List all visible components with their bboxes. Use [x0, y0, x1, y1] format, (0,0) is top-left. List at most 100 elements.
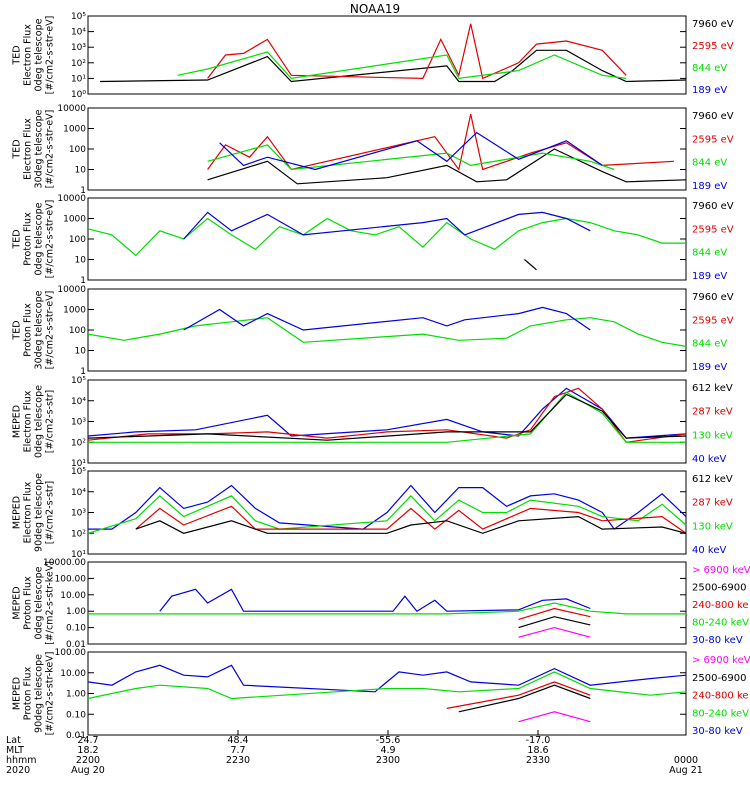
y-tick-label: 10²: [71, 529, 86, 539]
legend-entry: 189 eV: [692, 271, 727, 282]
y-tick-label: 100: [69, 326, 86, 336]
y-label-line: Proton Flux: [23, 576, 34, 630]
legend-entry: 7960 eV: [692, 201, 734, 212]
y-tick-label: 10.00: [60, 669, 86, 679]
series-green: [87, 317, 687, 347]
legend-entry: > 6900 keV: [692, 565, 750, 576]
legend-entry: 2595 eV: [692, 315, 734, 326]
y-tick-label: 10³: [71, 418, 86, 428]
y-tick-label: 100: [69, 145, 86, 155]
y-axis-label: TEDProton Flux30deg telescope[#/cm2-s-st…: [12, 290, 56, 369]
y-tick-label: 10³: [71, 43, 86, 53]
y-label-line: [#/cm2-s-str-eV]: [45, 110, 56, 189]
series-green: [87, 671, 687, 700]
x-row-label: Lat: [6, 735, 21, 746]
series-green: [87, 217, 686, 257]
y-tick-label: 10²: [71, 59, 86, 69]
panel-meped-e-90: 10¹ 10² 10³ 10⁴ 10⁵ MEPEDElectron Flux90deg t…: [12, 467, 733, 560]
y-tick-label: 1: [80, 276, 86, 286]
y-label-line: TED: [12, 139, 23, 159]
legend-entry: 80-240 keV: [692, 708, 749, 719]
y-label-line: [#/cm2-s-str-eV]: [45, 16, 56, 95]
legend-entry: 844 eV: [692, 63, 727, 74]
y-tick-label: 10000: [57, 194, 86, 204]
y-label-line: MEPED: [12, 405, 23, 438]
series-black: [524, 259, 537, 271]
series-red: [87, 387, 687, 443]
y-tick-label: 10¹: [71, 550, 86, 560]
panel-frame: [87, 15, 687, 95]
x-tick-label: 2330: [526, 755, 550, 766]
series-black: [458, 684, 591, 713]
legend-entry: 130 keV: [692, 430, 733, 441]
y-tick-label: 10⁵: [71, 467, 86, 477]
y-tick-label: 0.01: [66, 731, 86, 741]
y-label-line: Proton Flux: [23, 212, 34, 266]
legend-entry: > 6900 keV: [692, 655, 750, 666]
x-tick-label: -55.6: [376, 735, 401, 746]
y-axis-label: MEPEDElectron Flux90deg telescope[#/cm2-…: [12, 473, 56, 552]
legend-entry: 2595 eV: [692, 224, 734, 235]
panel-meped-p-0: 0.010.101.0010.00100.0010000.00MEPEDProt…: [12, 558, 750, 650]
series-red: [446, 681, 591, 709]
y-tick-label: 10000: [57, 285, 86, 295]
legend-entry: 2595 eV: [692, 134, 734, 145]
x-tick-label: Aug 20: [71, 765, 105, 776]
series-green: [88, 391, 686, 443]
legend-entry: 2595 eV: [692, 41, 734, 52]
y-tick-label: 1.00: [66, 607, 86, 617]
series-black: [518, 616, 591, 629]
y-label-line: TED: [12, 229, 23, 249]
x-tick-label: 18.2: [77, 745, 98, 756]
y-tick-label: 1: [80, 367, 86, 377]
legend-entry: 2500-6900: [692, 583, 747, 594]
legend-entry: 7960 eV: [692, 19, 734, 30]
y-tick-label: 10: [75, 256, 87, 266]
legend-entry: 844 eV: [692, 339, 727, 350]
series-blue: [183, 306, 591, 331]
series-magenta: [518, 711, 591, 723]
y-tick-label: 10⁴: [71, 397, 86, 407]
legend-entry: 130 keV: [692, 521, 733, 532]
y-label-line: 0deg telescope: [34, 385, 45, 458]
y-tick-label: 100: [69, 235, 86, 245]
legend-entry: 40 keV: [692, 545, 726, 556]
y-label-line: Electron Flux: [23, 390, 34, 452]
legend-entry: 40 keV: [692, 454, 726, 465]
y-tick-label: 1.00: [66, 690, 86, 700]
panel-meped-e-0: 10¹ 10² 10³ 10⁴ 10⁵ MEPEDElectron Flux0deg te…: [12, 376, 733, 469]
y-axis-label: TEDProton Flux0deg telescope[#/cm2-s-str…: [12, 200, 56, 279]
panel-ted-e-0: 10⁰ 10¹ 10² 10³ 10⁴ 10⁵ TEDElectron Flux0deg t…: [12, 12, 734, 100]
panel-frame: [87, 651, 687, 736]
y-label-line: MEPED: [12, 677, 23, 710]
series-red: [207, 113, 675, 171]
y-label-line: Proton Flux: [23, 666, 34, 720]
y-label-line: [#/cm2-s-str-eV]: [45, 200, 56, 279]
y-axis-label: MEPEDElectron Flux0deg telescope[#/cm2-s…: [12, 385, 56, 458]
y-tick-label: 10²: [71, 438, 86, 448]
legend-entry: 240-800 ke: [692, 691, 749, 702]
y-label-line: TED: [12, 45, 23, 65]
y-label-line: [#/cm2-s-str-keV]: [45, 652, 56, 736]
y-label-line: 0deg telescope: [34, 566, 45, 639]
y-tick-label: 0.10: [66, 624, 86, 634]
y-tick-label: 10⁴: [71, 28, 86, 38]
y-tick-label: 10000.00: [43, 558, 86, 568]
legend-entry: 30-80 keV: [692, 635, 743, 646]
y-tick-label: 1: [80, 186, 86, 196]
x-tick-label: Aug 21: [669, 765, 703, 776]
y-tick-label: 10000: [57, 104, 86, 114]
legend-entry: 7960 eV: [692, 292, 734, 303]
x-row-label: MLT: [6, 745, 24, 756]
x-tick-label: 48.4: [227, 735, 248, 746]
series-blue: [159, 588, 591, 612]
series-blue: [87, 387, 687, 439]
series-blue: [183, 211, 591, 240]
x-row-label: hhmm: [6, 755, 37, 766]
series-black: [207, 148, 687, 185]
